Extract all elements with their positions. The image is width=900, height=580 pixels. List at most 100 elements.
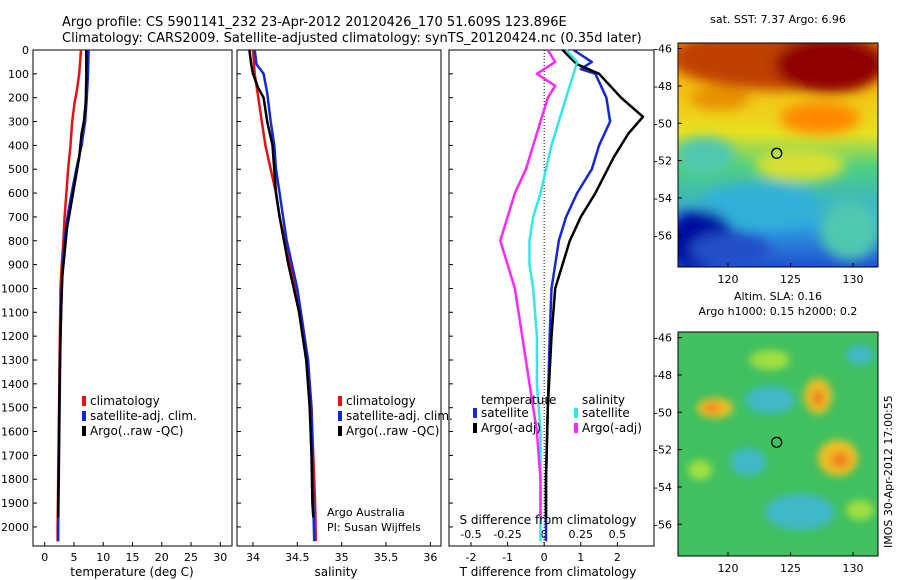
- map-x-tick-label: 125: [780, 562, 801, 575]
- map-y-tick-label: -52: [654, 444, 672, 457]
- x-tick-label: 25: [184, 551, 198, 564]
- x-tick-label: 34: [246, 551, 260, 564]
- x-tick-label: 30: [213, 551, 227, 564]
- argo-location-marker: [771, 436, 783, 448]
- figure-title-line2: Climatology: CARS2009. Satellite-adjuste…: [62, 31, 642, 46]
- legend-swatch-satellite: [82, 411, 86, 421]
- map-y-tick-label: -46: [654, 332, 672, 345]
- profile-lines: [56, 48, 645, 542]
- legend-header-temperature: temperature: [481, 393, 556, 407]
- depth-tick-label: 1500: [1, 402, 29, 415]
- s-difference-xlabel: S difference from climatology: [460, 513, 637, 527]
- map-y-tick-label: -52: [654, 155, 672, 168]
- depth-tick-label: 700: [8, 211, 29, 224]
- legend-header-salinity: salinity: [582, 393, 625, 407]
- sst-map: [678, 43, 878, 267]
- sla-high-blob: [812, 390, 824, 406]
- sst-cold-blob: [690, 232, 770, 267]
- map-y-tick-label: -50: [654, 406, 672, 419]
- s-tick-label: -0.25: [493, 528, 521, 541]
- temperature-legend: climatology satellite-adj. clim. Argo(..…: [82, 394, 197, 438]
- x-tick-label: -1: [502, 551, 513, 564]
- sla-mid-blob: [750, 350, 790, 370]
- map-x-tick-label: 120: [718, 273, 739, 286]
- x-tick-label: 34.5: [285, 551, 310, 564]
- salinity-xlabel: salinity: [314, 565, 357, 579]
- series-line-satellite-adj-clim-: [253, 49, 316, 542]
- legend-swatch-satellite: [338, 411, 342, 421]
- salinity-legend: climatology satellite-adj. clim. Argo(..…: [338, 394, 453, 438]
- sst-warm-blob: [780, 102, 860, 134]
- map-markers: [771, 147, 783, 448]
- map-y-tick-label: -46: [654, 43, 672, 56]
- series-line-argo-adj-: [499, 49, 557, 518]
- sst-warm-blob: [690, 86, 750, 110]
- sla-map-frame: [677, 331, 879, 557]
- map-y-tick-label: -56: [654, 518, 672, 531]
- depth-tick-label: 500: [8, 163, 29, 176]
- sla-low-blob: [765, 494, 835, 530]
- legend-label-climatology: climatology: [90, 394, 160, 408]
- sst-map-title: sat. SST: 7.37 Argo: 6.96: [710, 13, 846, 26]
- legend-swatch-argo: [82, 426, 86, 436]
- depth-tick-label: 1900: [1, 497, 29, 510]
- x-tick-label: 2: [614, 551, 621, 564]
- sla-low-blob: [745, 386, 795, 414]
- legend-label-climatology: climatology: [346, 394, 416, 408]
- depth-tick-label: 900: [8, 259, 29, 272]
- depth-tick-label: 0: [22, 44, 29, 57]
- depth-tick-label: 1000: [1, 282, 29, 295]
- map-y-tick-label: -50: [654, 117, 672, 130]
- depth-tick-label: 1300: [1, 354, 29, 367]
- sst-map-frame: [677, 42, 879, 268]
- legend-label-argo: Argo(..raw -QC): [346, 424, 439, 438]
- x-tick-label: 15: [126, 551, 140, 564]
- legend-swatch-s-argo: [574, 423, 578, 433]
- x-tick-label: 10: [96, 551, 110, 564]
- figure-title-line1: Argo profile: CS 5901141_232 23-Apr-2012…: [62, 15, 567, 30]
- legend-swatch-s-satellite: [574, 408, 578, 418]
- argo-location-marker: [771, 147, 783, 159]
- legend-label-t-argo: Argo(-adj): [481, 421, 541, 435]
- x-tick-label: 0: [541, 551, 548, 564]
- sla-low-blob: [730, 448, 766, 476]
- depth-tick-label: 600: [8, 187, 29, 200]
- map-ticks: 120 125 130 -46 -48 -50 -52 -54 -56 120 125 130 -46 -…: [654, 43, 863, 575]
- difference-xlabel: T difference from climatology: [459, 565, 637, 579]
- map-x-tick-label: 125: [780, 273, 801, 286]
- depth-tick-label: 800: [8, 235, 29, 248]
- s-tick-label: 0.5: [609, 528, 627, 541]
- sst-mid-blob: [755, 149, 845, 181]
- legend-label-t-satellite: satellite: [481, 406, 529, 420]
- map-x-tick-label: 130: [843, 273, 864, 286]
- map-y-tick-label: -48: [654, 369, 672, 382]
- legend-swatch-t-satellite: [473, 408, 477, 418]
- map-x-tick-label: 130: [843, 562, 864, 575]
- depth-tick-label: 1700: [1, 449, 29, 462]
- depth-tick-label: 1200: [1, 330, 29, 343]
- x-tick-label: 20: [155, 551, 169, 564]
- s-tick-label: 0.25: [569, 528, 594, 541]
- depth-tick-label: 1400: [1, 378, 29, 391]
- map-y-tick-label: -54: [654, 481, 672, 494]
- s-tick-label: 0: [541, 528, 548, 541]
- sst-warm-blob: [775, 43, 878, 93]
- map-y-tick-label: -48: [654, 80, 672, 93]
- x-tick-label: 35: [335, 551, 349, 564]
- depth-tick-label: 400: [8, 139, 29, 152]
- series-line-climatology: [251, 49, 318, 542]
- sst-cool-blob: [700, 183, 820, 227]
- map-y-tick-label: -54: [654, 192, 672, 205]
- annotation-pi: PI: Susan Wijffels: [327, 521, 421, 534]
- depth-tick-label: 1100: [1, 306, 29, 319]
- legend-swatch-climatology: [82, 396, 86, 406]
- depth-tick-label: 100: [8, 68, 29, 81]
- series-line-argo-raw-qc-: [248, 49, 315, 518]
- sla-mid-blob: [846, 500, 874, 520]
- sla-map-title: Altim. SLA: 0.16: [734, 290, 822, 303]
- x-tick-label: 0: [41, 551, 48, 564]
- difference-panel-frame: [448, 49, 655, 547]
- sla-map-subtitle: Argo h1000: 0.15 h2000: 0.2: [699, 305, 858, 318]
- x-tick-label: 35.5: [374, 551, 399, 564]
- legend-label-s-satellite: satellite: [582, 406, 630, 420]
